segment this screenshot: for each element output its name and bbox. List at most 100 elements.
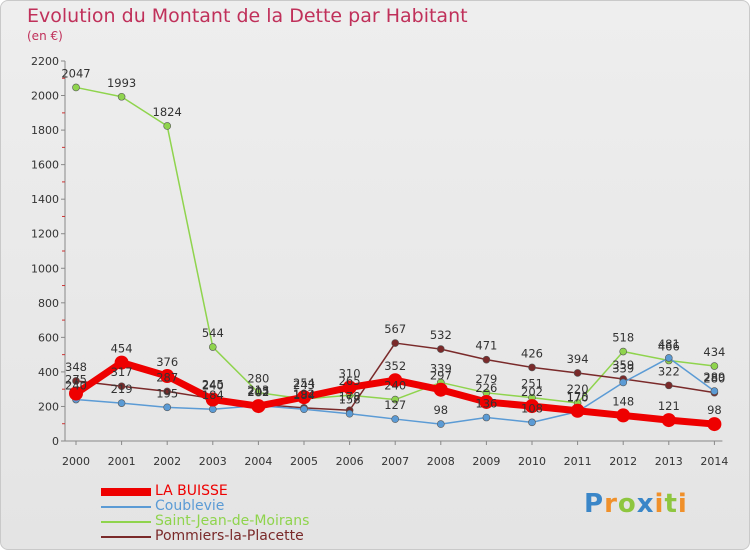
data-label: 121 <box>658 399 680 413</box>
x-tick-label: 2010 <box>518 455 546 468</box>
data-label: 240 <box>65 379 87 393</box>
data-label: 202 <box>521 385 543 399</box>
data-point <box>297 390 311 405</box>
y-tick-label: 600 <box>38 331 59 344</box>
x-tick-label: 2012 <box>609 455 637 468</box>
data-point <box>345 409 354 418</box>
data-point <box>72 83 80 92</box>
y-tick-label: 1600 <box>31 159 59 172</box>
data-label: 219 <box>111 382 133 396</box>
data-point <box>661 413 676 428</box>
data-label: 297 <box>430 369 452 383</box>
data-label: 289 <box>703 370 725 384</box>
data-point <box>710 387 719 395</box>
data-label: 265 <box>339 374 361 388</box>
data-label: 280 <box>247 372 269 386</box>
data-point <box>388 373 403 388</box>
data-label: 158 <box>339 393 361 407</box>
data-point <box>433 382 448 397</box>
data-label: 317 <box>111 365 133 379</box>
data-label: 279 <box>475 372 497 386</box>
data-label: 275 <box>65 373 87 387</box>
x-tick-label: 2009 <box>472 455 500 468</box>
y-tick-label: 1200 <box>31 228 59 241</box>
data-label: 184 <box>293 388 315 402</box>
data-label: 481 <box>658 337 680 351</box>
data-point <box>69 386 83 401</box>
data-point <box>436 345 445 353</box>
x-tick-label: 2013 <box>655 455 683 468</box>
data-label: 213 <box>247 383 269 397</box>
data-point <box>205 392 220 407</box>
x-tick-label: 2005 <box>290 455 318 468</box>
data-label: 178 <box>339 389 361 403</box>
data-label: 376 <box>156 355 178 369</box>
data-label: 2047 <box>61 66 90 80</box>
data-point <box>342 380 357 395</box>
legend-swatch <box>101 488 151 496</box>
data-point <box>251 399 266 414</box>
data-label: 127 <box>384 398 406 412</box>
y-tick-label: 2000 <box>31 90 59 103</box>
chart-subtitle: (en €) <box>27 29 63 43</box>
data-point <box>482 355 491 364</box>
data-label: 310 <box>339 366 361 380</box>
data-label: 254 <box>293 376 315 390</box>
data-label: 192 <box>293 387 315 401</box>
chart-title: Evolution du Montant de la Dette par Hab… <box>27 5 468 27</box>
data-label: 532 <box>430 328 452 342</box>
data-label: 287 <box>156 370 178 384</box>
data-label: 98 <box>433 403 448 417</box>
x-tick-label: 2006 <box>336 455 364 468</box>
data-point <box>616 408 631 423</box>
data-label: 454 <box>111 342 133 356</box>
data-label: 1993 <box>107 76 136 90</box>
data-label: 518 <box>612 331 634 345</box>
data-label: 205 <box>247 385 269 399</box>
data-label: 322 <box>658 364 680 378</box>
data-label: 148 <box>612 394 634 408</box>
logo-letter: r <box>604 489 618 519</box>
logo-letter: x <box>636 489 655 519</box>
data-point <box>436 420 445 428</box>
data-label: 434 <box>703 345 725 359</box>
data-point <box>482 413 491 422</box>
data-point <box>710 362 719 370</box>
logo-letter: i <box>654 489 665 519</box>
data-point <box>300 405 308 414</box>
data-label: 136 <box>475 397 497 411</box>
data-point <box>528 418 536 427</box>
legend-label: Pommiers-la-Placette <box>155 528 304 544</box>
data-label: 98 <box>707 403 722 417</box>
data-label: 544 <box>202 326 224 340</box>
y-tick-label: 1400 <box>31 193 59 206</box>
data-label: 426 <box>521 346 543 360</box>
data-labels: 275 454 376 240 202 254 310 352 297 226 202 175 148 1… <box>61 66 725 417</box>
data-label: 202 <box>247 385 269 399</box>
data-point <box>117 382 126 391</box>
data-point <box>479 394 494 409</box>
y-tick-label: 2200 <box>31 55 59 68</box>
legend-swatch <box>101 536 151 538</box>
x-tick-label: 2011 <box>564 455 592 468</box>
data-point <box>163 122 171 130</box>
data-label: 184 <box>202 388 224 402</box>
x-tick-label: 2002 <box>153 455 181 468</box>
data-label: 280 <box>703 372 725 386</box>
data-point <box>573 369 582 377</box>
data-label: 352 <box>384 359 406 373</box>
data-point <box>525 399 539 414</box>
y-tick-label: 200 <box>38 400 59 413</box>
proxiti-logo: Proxiti <box>584 489 688 519</box>
data-point <box>209 343 217 351</box>
x-tick-label: 2008 <box>427 455 455 468</box>
logo-letter: i <box>677 489 688 519</box>
data-label: 394 <box>567 352 589 366</box>
data-label: 170 <box>567 391 589 405</box>
data-label: 195 <box>156 386 178 400</box>
logo-letter: P <box>584 489 605 519</box>
x-tick-label: 2001 <box>108 455 136 468</box>
data-label: 240 <box>384 379 406 393</box>
y-tick-label: 1000 <box>31 262 59 275</box>
